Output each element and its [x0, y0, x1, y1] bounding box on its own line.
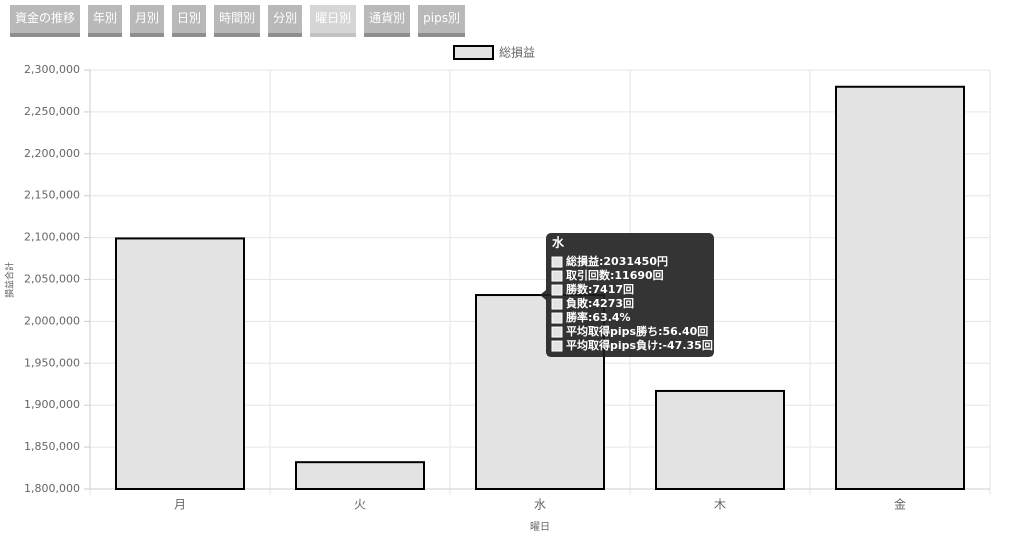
y-tick-label: 2,000,000: [24, 314, 80, 327]
tooltip-swatch: [551, 326, 563, 338]
tab[interactable]: 月別: [130, 5, 165, 37]
y-tick-label: 2,250,000: [24, 105, 80, 118]
tooltip-swatch: [551, 256, 563, 268]
tab[interactable]: pips別: [418, 5, 465, 37]
tab[interactable]: 資金の推移: [10, 5, 81, 37]
tooltip-swatch: [551, 312, 563, 324]
tab[interactable]: 分別: [268, 5, 303, 37]
tooltip-line: 負敗:4273回: [566, 296, 634, 310]
y-tick-label: 1,850,000: [24, 440, 80, 453]
tooltip-line: 平均取得pips勝ち:56.40回: [566, 324, 708, 338]
tab[interactable]: 曜日別: [310, 5, 357, 37]
tab[interactable]: 日別: [172, 5, 207, 37]
legend-label: 総損益: [499, 45, 535, 60]
x-axis-title: 曜日: [530, 521, 550, 533]
tab-bar: 資金の推移 年別 月別 日別 時間別 分別 曜日別 通貨別 pips別: [10, 5, 465, 37]
y-tick-label: 2,150,000: [24, 189, 80, 202]
legend-swatch: [453, 45, 494, 60]
tooltip-swatch: [551, 298, 563, 310]
y-tick-label: 2,050,000: [24, 273, 80, 286]
tooltip: 水総損益:2031450円取引回数:11690回勝数:7417回負敗:4273回…: [540, 233, 714, 358]
tab[interactable]: 時間別: [214, 5, 261, 37]
tooltip-line: 勝率:63.4%: [566, 310, 631, 324]
tooltip-line: 平均取得pips負け:-47.35回: [566, 338, 713, 352]
tab[interactable]: 通貨別: [364, 5, 411, 37]
tooltip-line: 総損益:2031450円: [566, 254, 668, 268]
bar: [835, 85, 965, 490]
x-tick-label: 火: [354, 498, 366, 512]
tab[interactable]: 年別: [88, 5, 123, 37]
x-tick-label: 水: [534, 498, 546, 512]
y-tick-label: 1,800,000: [24, 482, 80, 495]
tooltip-line: 取引回数:11690回: [566, 268, 664, 282]
y-tick-label: 2,100,000: [24, 231, 80, 244]
y-tick-label: 2,300,000: [24, 63, 80, 76]
x-tick-label: 金: [894, 497, 906, 512]
y-tick-label: 2,200,000: [24, 147, 80, 160]
bar: [655, 389, 785, 491]
y-tick-label: 1,900,000: [24, 398, 80, 411]
tooltip-caret: [540, 290, 546, 301]
y-axis-title: 損益合計: [4, 262, 16, 298]
tooltip-swatch: [551, 284, 563, 296]
tooltip-box: [546, 233, 714, 358]
tooltip-title: 水: [552, 235, 565, 250]
bar: [115, 237, 245, 490]
tooltip-swatch: [551, 270, 563, 282]
bar: [295, 461, 425, 490]
y-tick-label: 1,950,000: [24, 356, 80, 369]
tooltip-line: 勝数:7417回: [566, 282, 634, 296]
x-tick-label: 木: [714, 498, 726, 512]
x-tick-label: 月: [174, 498, 186, 512]
tooltip-swatch: [551, 340, 563, 352]
